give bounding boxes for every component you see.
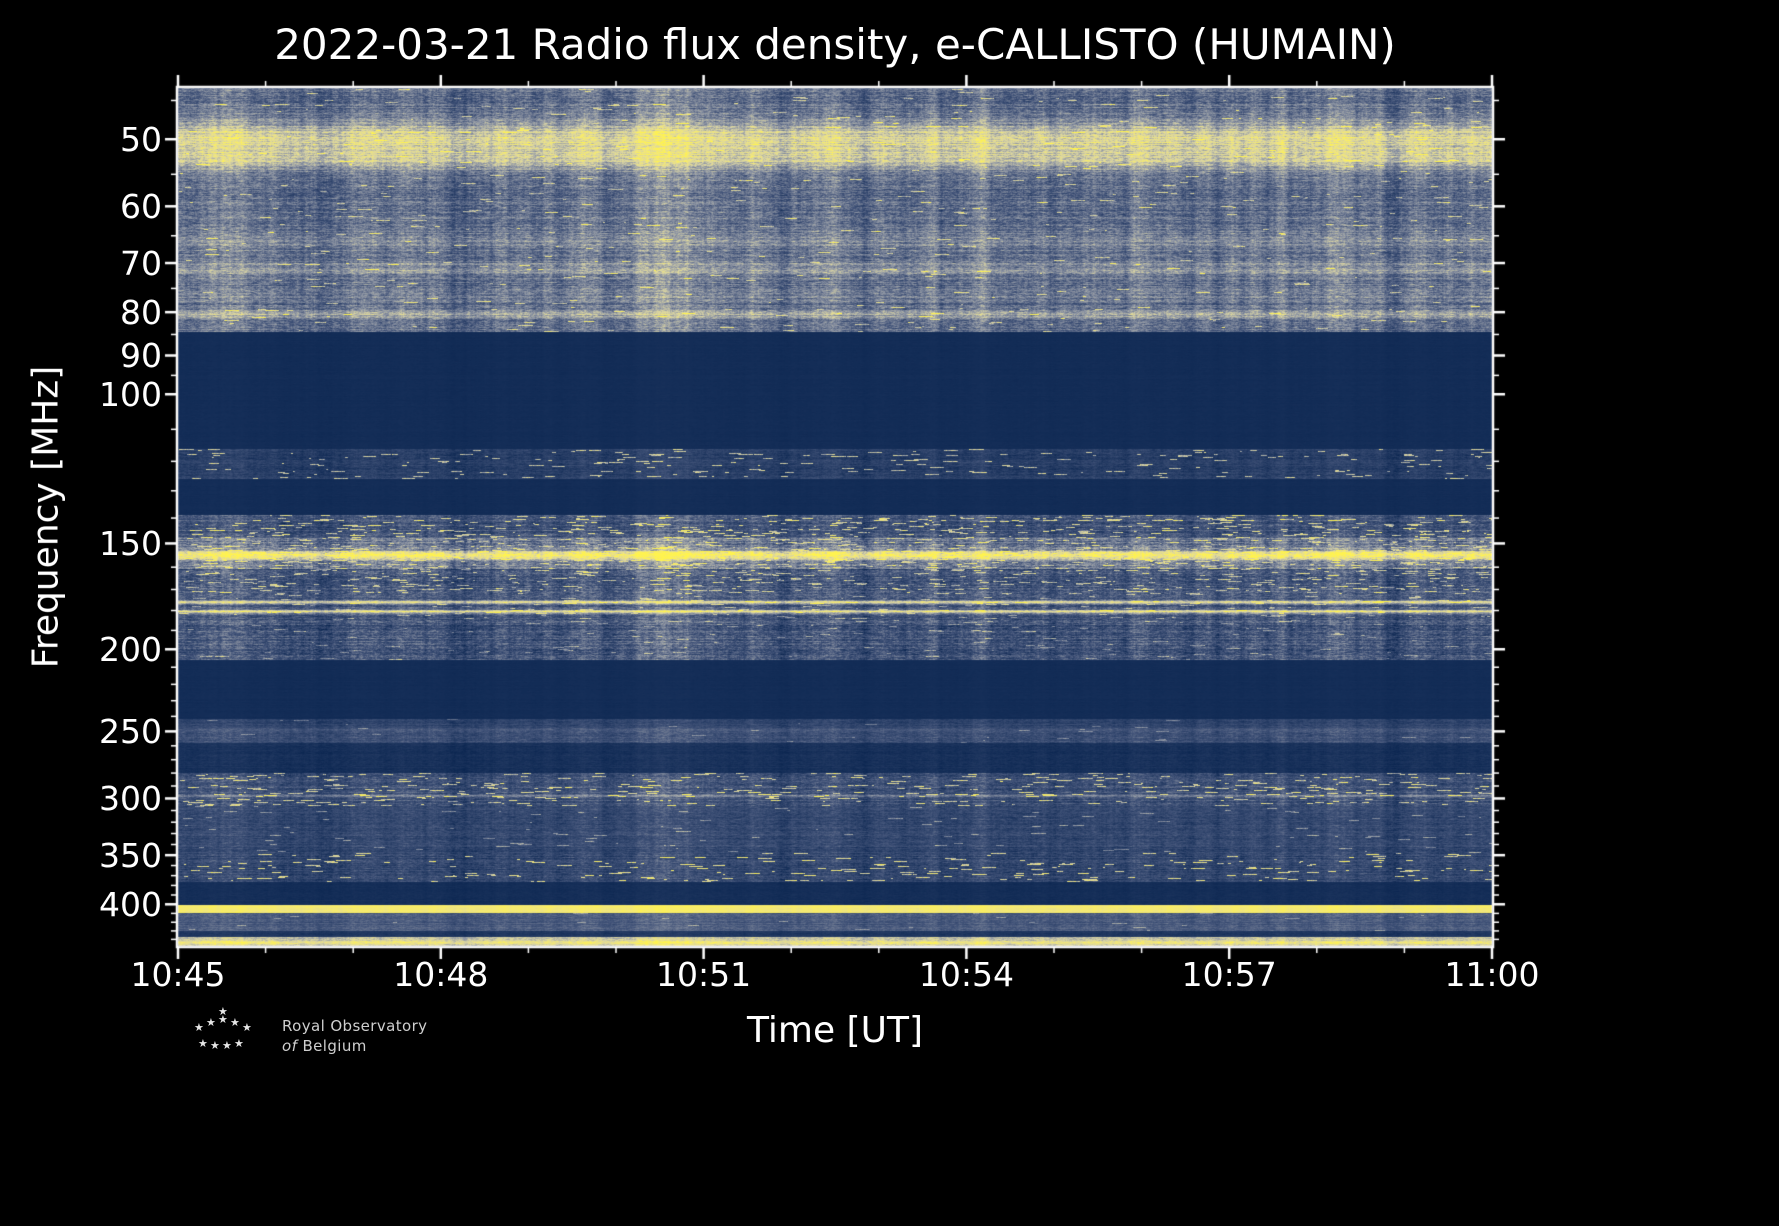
y-tick-label: 50 — [120, 120, 162, 160]
y-tick-label: 100 — [99, 375, 162, 415]
y-tick-label: 80 — [120, 293, 162, 333]
x-tick-label: 10:54 — [918, 955, 1014, 994]
y-tick-label: 300 — [99, 779, 162, 819]
y-tick-label: 60 — [120, 187, 162, 227]
x-tick-label: 10:48 — [393, 955, 489, 994]
rob-logo-line1: Royal Observatory — [282, 1017, 428, 1035]
y-tick-label: 150 — [99, 524, 162, 564]
rob-stars-icon: ★ ★ ★ ★ ★ ★ ★ ★ ★ ★ — [194, 1005, 252, 1052]
y-tick-label: 250 — [99, 712, 162, 752]
x-tick-label: 10:51 — [656, 955, 752, 994]
rob-logo-line2-prefix: of — [282, 1037, 298, 1055]
x-tick-label: 11:00 — [1444, 955, 1540, 994]
x-axis-label: Time [UT] — [747, 1010, 923, 1051]
y-tick-label: 400 — [99, 885, 162, 925]
y-tick-label: 200 — [99, 630, 162, 670]
x-tick-label: 10:57 — [1181, 955, 1277, 994]
y-tick-label: 350 — [99, 836, 162, 876]
rob-logo-text: Royal Observatory of Belgium — [282, 1016, 427, 1056]
rob-logo: ★ ★ ★ ★ ★ ★ ★ ★ ★ ★ Royal Observatory of… — [188, 1006, 448, 1066]
rob-logo-line2: of Belgium — [282, 1036, 427, 1056]
y-tick-label: 90 — [120, 336, 162, 376]
x-tick-label: 10:45 — [130, 955, 226, 994]
spectrogram-canvas — [178, 88, 1492, 946]
rob-logo-line2-name: Belgium — [302, 1037, 367, 1055]
y-tick-label: 70 — [120, 244, 162, 284]
chart-title: 2022-03-21 Radio flux density, e-CALLIST… — [274, 20, 1396, 69]
